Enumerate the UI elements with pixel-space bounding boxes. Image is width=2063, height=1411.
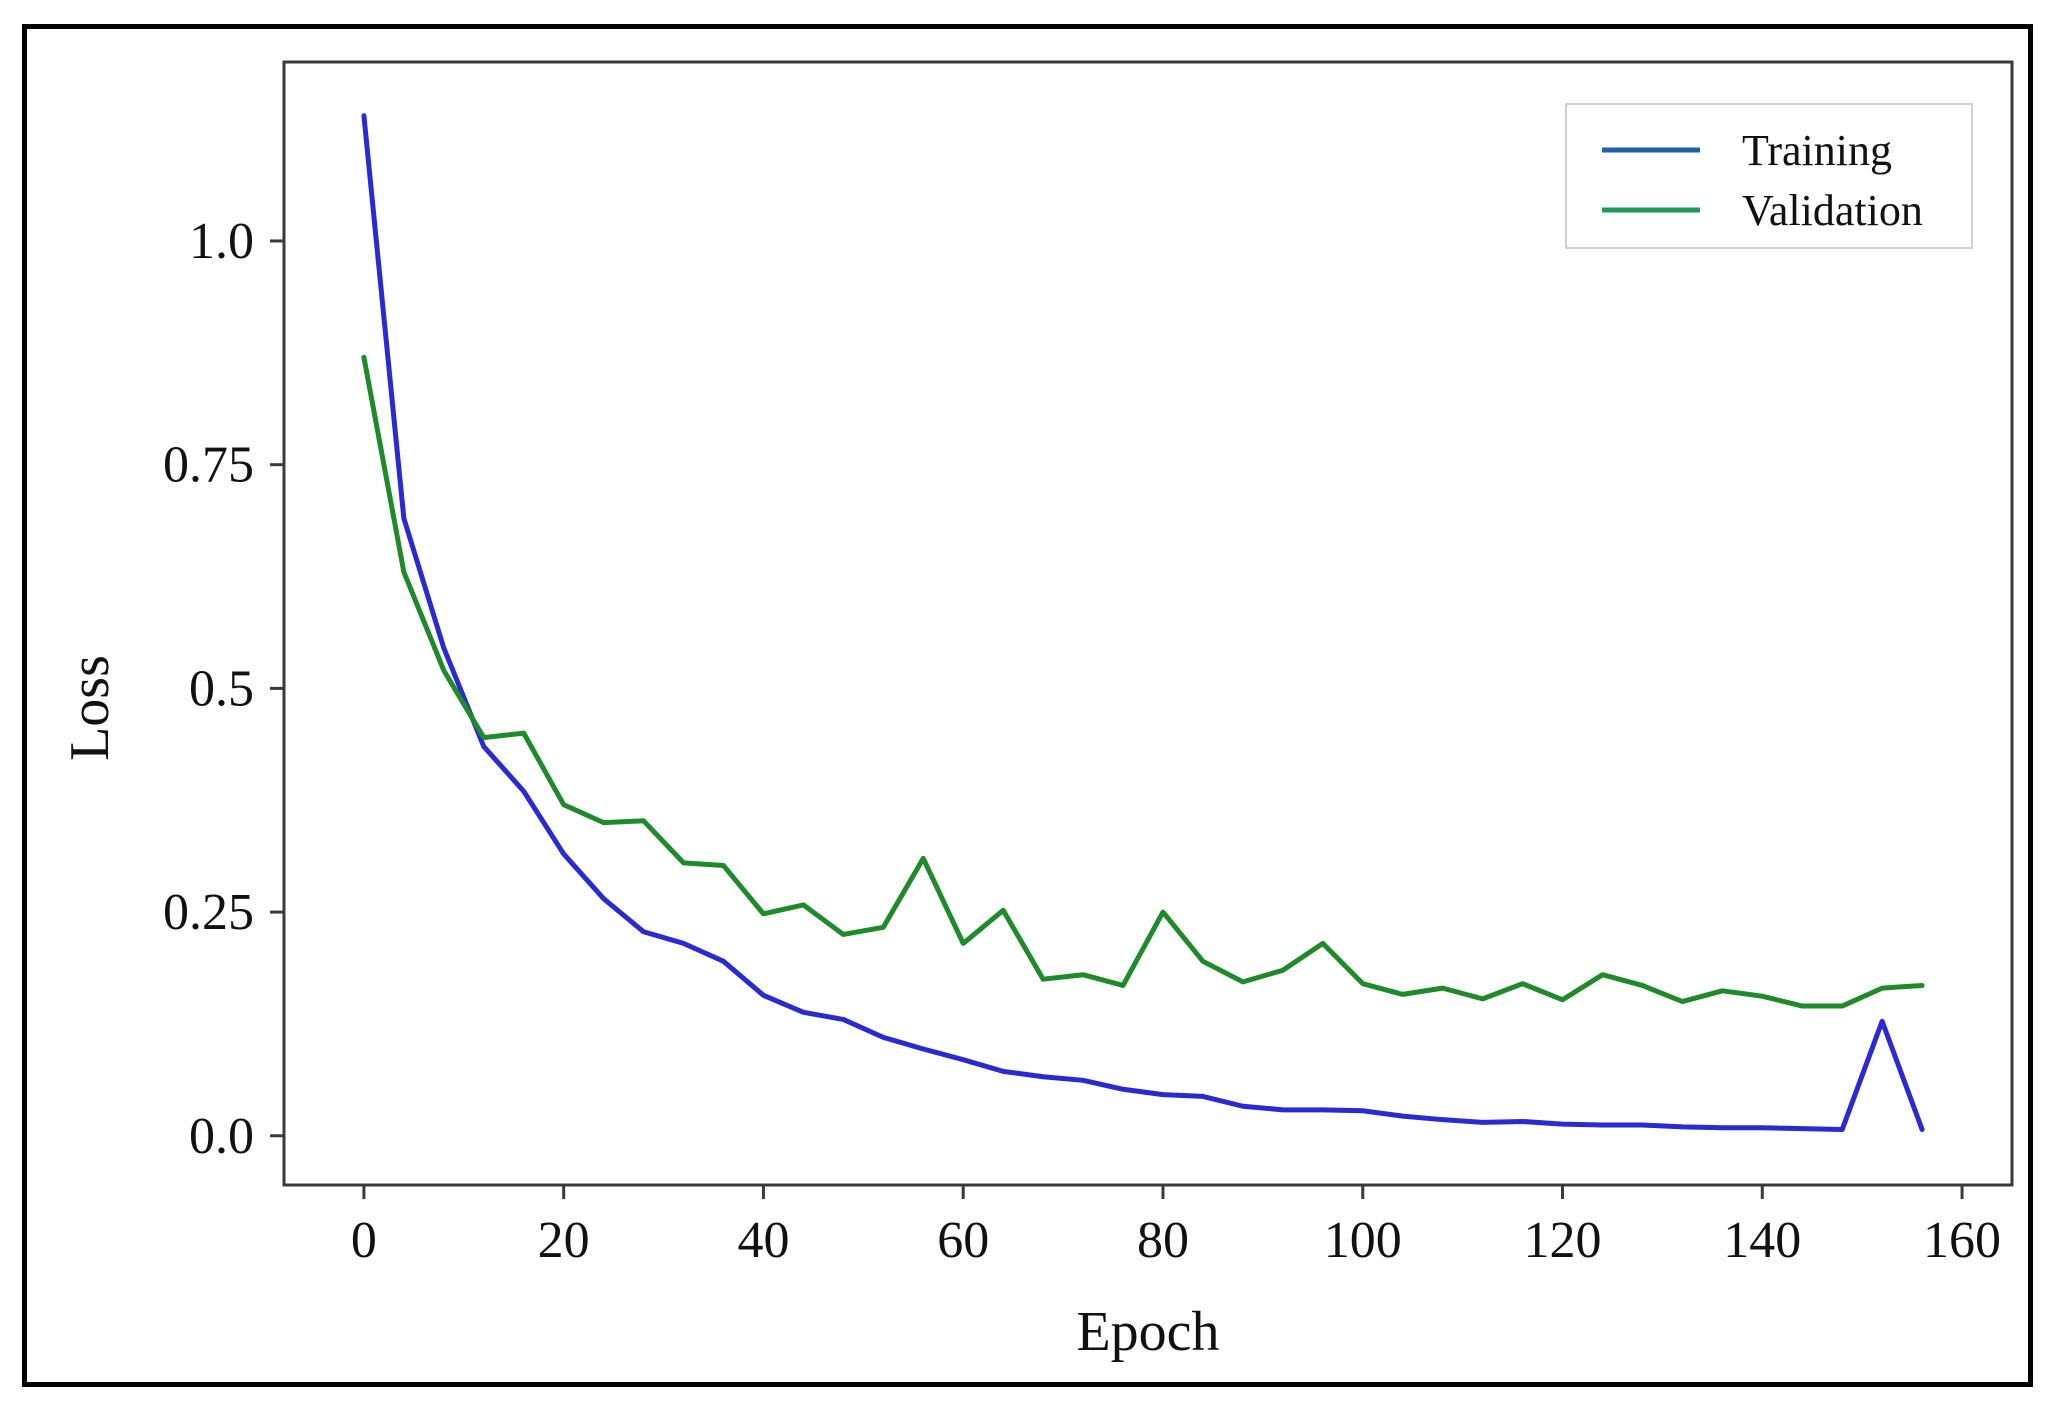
- y-tick-label: 0.0: [189, 1108, 254, 1165]
- legend-label-training: Training: [1742, 126, 1892, 175]
- legend: Training Validation: [1565, 103, 1973, 249]
- x-tick-label: 60: [937, 1212, 989, 1269]
- y-axis-title: Loss: [59, 655, 121, 761]
- x-tick-label: 40: [737, 1212, 789, 1269]
- x-tick-label: 140: [1723, 1212, 1801, 1269]
- x-tick-label: 120: [1524, 1212, 1602, 1269]
- x-tick-label: 100: [1324, 1212, 1402, 1269]
- legend-label-validation: Validation: [1742, 186, 1923, 235]
- x-axis-ticks: 0 20 40 60 80 100 120 140 160: [351, 1185, 2001, 1269]
- x-tick-label: 160: [1923, 1212, 2001, 1269]
- series-line-training: [361, 113, 1925, 1133]
- x-tick-label: 0: [351, 1212, 377, 1269]
- y-tick-label: 0.75: [163, 437, 254, 494]
- x-tick-label: 20: [538, 1212, 590, 1269]
- x-axis-title: Epoch: [1076, 1301, 1219, 1363]
- plot-area: [282, 60, 2014, 1187]
- y-tick-label: 1.0: [189, 213, 254, 270]
- legend-box: [1565, 103, 1973, 249]
- y-axis-ticks: 0.0 0.25 0.5 0.75 1.0: [163, 213, 284, 1165]
- y-tick-label: 0.25: [163, 884, 254, 941]
- series-line-validation: [361, 354, 1925, 1009]
- series-lines: [361, 113, 1925, 1133]
- y-tick-label: 0.5: [189, 660, 254, 717]
- x-tick-label: 80: [1137, 1212, 1189, 1269]
